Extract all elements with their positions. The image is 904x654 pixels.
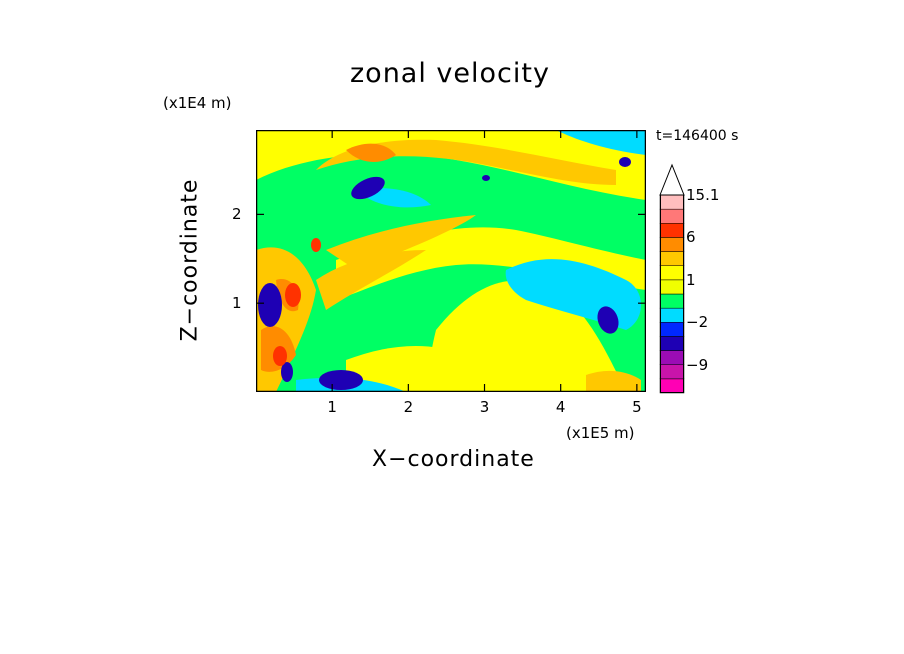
colorbar-segment bbox=[659, 208, 685, 224]
colorbar-segment bbox=[659, 293, 685, 309]
colorbar-segment bbox=[659, 364, 685, 380]
y-axis-unit-label: (x1E4 m) bbox=[163, 94, 232, 112]
colorbar-tick-label: 1 bbox=[686, 270, 696, 289]
chart-title: zonal velocity bbox=[350, 58, 550, 89]
colorbar-tick-label: 6 bbox=[686, 228, 696, 247]
x-tick-label: 1 bbox=[327, 398, 337, 416]
colorbar-segment bbox=[659, 336, 685, 351]
x-tick-label: 3 bbox=[479, 398, 490, 416]
colorbar-tick-label: 15.1 bbox=[686, 186, 720, 204]
y-axis-label: Z−coordinate bbox=[177, 178, 203, 342]
colorbar-tick-label: −2 bbox=[686, 313, 709, 332]
contour-plot-area bbox=[256, 130, 646, 392]
x-tick-label: 5 bbox=[632, 398, 642, 416]
colorbar-segment bbox=[659, 223, 685, 238]
colorbar-extend-arrow bbox=[659, 163, 685, 196]
colorbar-tick-label: −9 bbox=[686, 355, 709, 374]
colorbar-segment bbox=[659, 350, 685, 365]
colorbar-segment bbox=[659, 307, 685, 323]
colorbar-segment bbox=[659, 378, 685, 394]
colorbar-segment bbox=[659, 279, 685, 295]
plot-frame bbox=[256, 130, 646, 392]
x-axis-unit-label: (x1E5 m) bbox=[566, 424, 635, 442]
colorbar-segment bbox=[659, 322, 685, 337]
colorbar-segment bbox=[659, 194, 685, 210]
colorbar-frame bbox=[660, 194, 684, 393]
y-tick-label: 1 bbox=[232, 294, 242, 313]
colorbar-segment bbox=[659, 265, 685, 281]
x-tick-label: 2 bbox=[403, 398, 414, 416]
y-tick-label: 2 bbox=[232, 205, 242, 224]
axis-tick-marks bbox=[256, 130, 646, 392]
time-label: t=146400 s bbox=[656, 128, 739, 144]
x-axis-label: X−coordinate bbox=[372, 447, 535, 472]
contour-field bbox=[256, 130, 646, 392]
colorbar-segment bbox=[659, 237, 685, 252]
colorbar-segment bbox=[659, 251, 685, 266]
colorbar bbox=[659, 163, 685, 394]
x-tick-label: 4 bbox=[555, 398, 566, 416]
